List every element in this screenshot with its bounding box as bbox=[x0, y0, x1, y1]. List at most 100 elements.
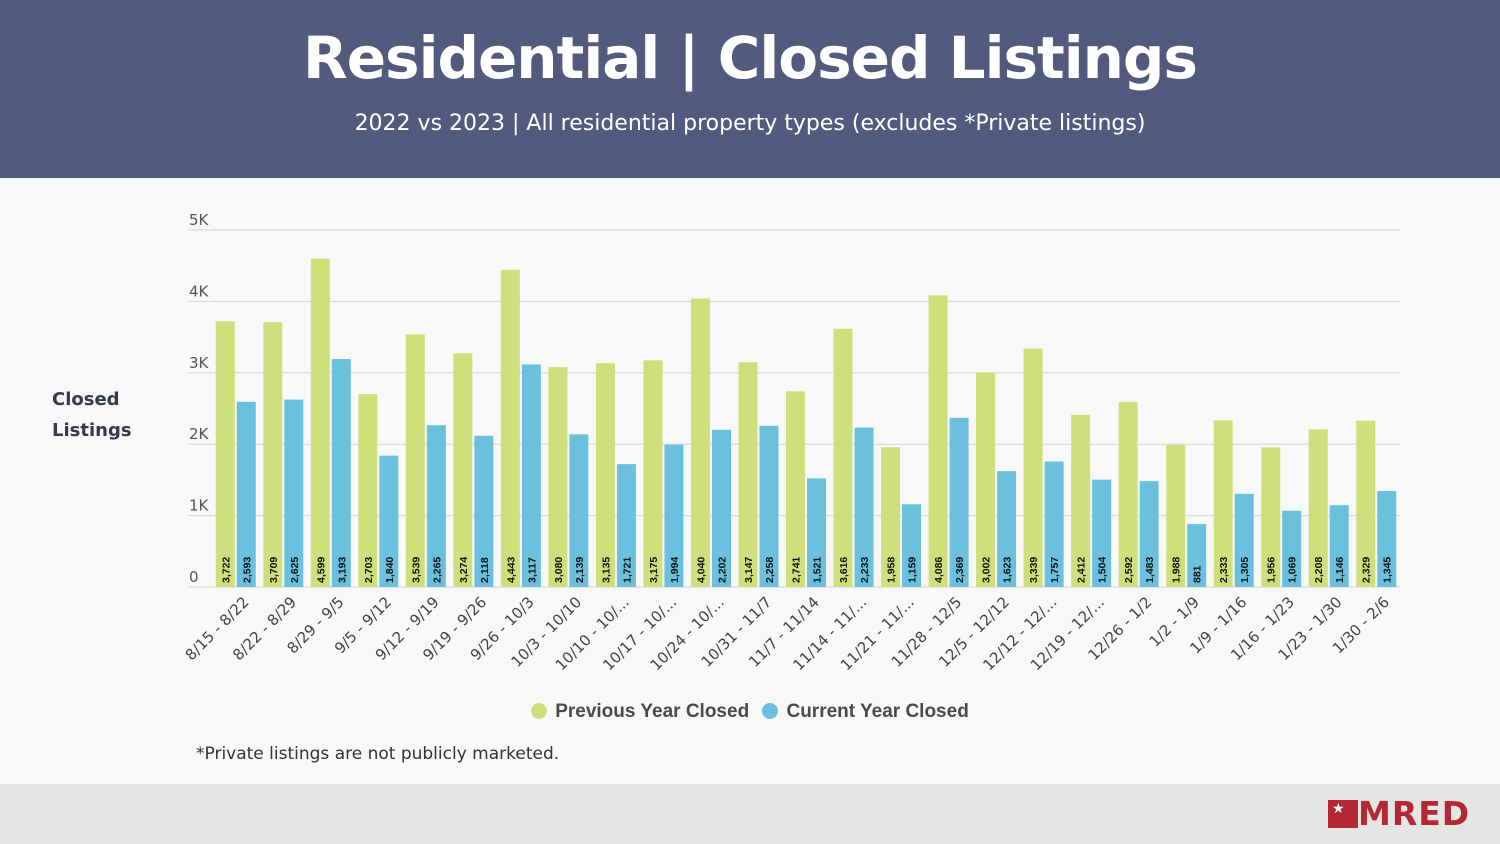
bar-data-label: 1,345 bbox=[1382, 557, 1394, 583]
bar-current-year bbox=[616, 464, 636, 587]
bar-previous-year bbox=[310, 258, 330, 587]
bar-data-label: 1,757 bbox=[1049, 557, 1061, 583]
bar-current-year bbox=[1187, 524, 1207, 587]
bar-current-year bbox=[474, 435, 494, 587]
bar-previous-year bbox=[881, 447, 901, 587]
bar-current-year bbox=[379, 455, 399, 587]
bar-data-label: 3,117 bbox=[526, 557, 538, 583]
bar-data-label: 1,988 bbox=[1171, 557, 1183, 583]
bar-data-label: 2,329 bbox=[1361, 557, 1373, 583]
bar-data-label: 1,623 bbox=[1002, 557, 1014, 583]
bar-previous-year bbox=[215, 321, 235, 587]
bar-data-label: 4,040 bbox=[695, 557, 707, 583]
bar-current-year bbox=[997, 471, 1017, 587]
bar-data-label: 4,086 bbox=[933, 557, 945, 583]
bar-current-year bbox=[1282, 510, 1302, 587]
footer-bar: ★ MRED bbox=[0, 784, 1500, 844]
bar-current-year bbox=[1044, 461, 1064, 587]
footnote: *Private listings are not publicly marke… bbox=[196, 744, 560, 764]
bar-previous-year bbox=[690, 298, 710, 587]
bar-current-year bbox=[1377, 490, 1397, 587]
bar-previous-year bbox=[1166, 445, 1186, 587]
bar-data-label: 1,069 bbox=[1287, 557, 1299, 583]
bar-previous-year bbox=[548, 367, 568, 587]
legend-swatch-previous-year bbox=[531, 703, 548, 719]
y-tick-label: 2K bbox=[189, 425, 210, 443]
bar-data-label: 1,504 bbox=[1097, 557, 1109, 583]
bar-current-year bbox=[1329, 505, 1349, 587]
bar-previous-year bbox=[595, 363, 615, 587]
bar-current-year bbox=[949, 417, 969, 587]
bar-data-label: 2,233 bbox=[859, 557, 871, 583]
bar-data-label: 1,840 bbox=[384, 557, 396, 583]
bar-data-label: 2,412 bbox=[1076, 557, 1088, 583]
bar-data-label: 3,135 bbox=[600, 557, 612, 583]
bar-current-year bbox=[236, 401, 256, 587]
bar-data-label: 1,956 bbox=[1266, 557, 1278, 583]
bar-data-label: 3,002 bbox=[981, 557, 993, 583]
bar-previous-year bbox=[1023, 348, 1043, 587]
legend-item-previous-year[interactable]: Previous Year Closed bbox=[531, 701, 749, 723]
y-tick-label: 3K bbox=[189, 354, 210, 372]
bar-previous-year bbox=[263, 322, 283, 587]
bar-previous-year bbox=[786, 391, 805, 587]
bar-previous-year bbox=[1356, 420, 1376, 587]
page-header: Residential | Closed Listings 2022 vs 20… bbox=[0, 0, 1500, 178]
bar-current-year bbox=[664, 444, 684, 587]
y-axis-label-line-2: Listings bbox=[52, 420, 132, 441]
bar-data-label: 2,369 bbox=[954, 557, 966, 583]
bar-current-year bbox=[711, 429, 731, 587]
mred-logo-mark-icon: ★ bbox=[1328, 800, 1358, 828]
bar-data-label: 2,703 bbox=[363, 557, 375, 583]
bar-data-label: 3,339 bbox=[1028, 557, 1040, 583]
page-title: Residential | Closed Listings bbox=[303, 24, 1198, 92]
bar-data-label: 4,443 bbox=[505, 557, 517, 583]
bar-previous-year bbox=[1071, 414, 1091, 587]
bar-data-label: 2,118 bbox=[479, 557, 491, 583]
legend-label-current-year: Current Year Closed bbox=[786, 701, 969, 722]
y-tick-label: 1K bbox=[189, 497, 210, 515]
bar-data-label: 3,722 bbox=[220, 557, 232, 583]
bar-data-label: 1,159 bbox=[907, 557, 919, 583]
bar-current-year bbox=[1092, 479, 1112, 587]
bar-current-year bbox=[854, 427, 874, 587]
bar-current-year bbox=[1234, 493, 1254, 587]
bar-data-label: 1,958 bbox=[886, 557, 898, 583]
bar-data-label: 2,139 bbox=[574, 557, 586, 583]
bar-current-year bbox=[807, 478, 826, 587]
y-tick-label: 4K bbox=[189, 282, 210, 300]
bar-data-label: 881 bbox=[1192, 565, 1204, 583]
page-subtitle: 2022 vs 2023 | All residential property … bbox=[354, 111, 1146, 136]
bar-data-label: 2,265 bbox=[431, 557, 443, 583]
legend-label-previous-year: Previous Year Closed bbox=[555, 701, 750, 722]
bar-previous-year bbox=[738, 362, 758, 587]
bar-data-label: 2,625 bbox=[289, 557, 301, 583]
bar-data-label: 3,539 bbox=[410, 557, 422, 583]
bar-data-label: 1,721 bbox=[621, 557, 633, 583]
bar-data-label: 3,147 bbox=[743, 557, 755, 583]
bar-previous-year bbox=[1261, 447, 1281, 587]
y-axis-label: Closed Listings bbox=[52, 384, 162, 446]
bar-previous-year bbox=[358, 394, 378, 587]
bar-data-label: 2,592 bbox=[1123, 557, 1135, 583]
bar-data-label: 3,193 bbox=[336, 557, 348, 583]
bar-current-year bbox=[284, 399, 304, 587]
legend-swatch-current-year bbox=[762, 703, 779, 719]
legend-item-current-year[interactable]: Current Year Closed bbox=[762, 701, 969, 723]
bar-data-label: 1,305 bbox=[1239, 557, 1251, 583]
bar-current-year bbox=[521, 364, 541, 587]
bar-previous-year bbox=[643, 360, 663, 587]
bar-current-year bbox=[1139, 481, 1159, 587]
bar-data-label: 1,521 bbox=[812, 557, 824, 583]
bar-current-year bbox=[759, 425, 779, 587]
bar-data-label: 2,741 bbox=[791, 557, 803, 583]
bar-data-label: 2,202 bbox=[716, 557, 728, 583]
bar-data-label: 3,080 bbox=[553, 557, 565, 583]
bar-previous-year bbox=[833, 328, 853, 587]
bar-data-label: 3,709 bbox=[268, 557, 280, 583]
y-tick-label: 0 bbox=[189, 568, 199, 586]
bar-current-year bbox=[902, 504, 922, 587]
bar-previous-year bbox=[928, 295, 948, 587]
y-axis-label-line-1: Closed bbox=[52, 389, 120, 410]
